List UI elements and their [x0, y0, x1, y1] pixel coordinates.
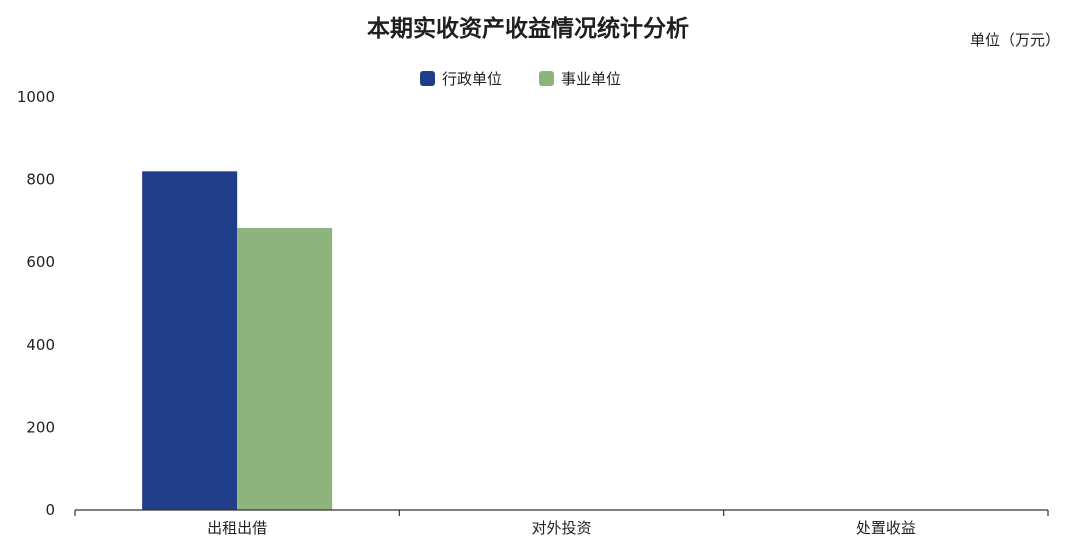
legend: 行政单位 事业单位	[420, 70, 621, 88]
bar-administrative-0[interactable]	[142, 171, 238, 510]
y-tick-label: 800	[26, 171, 55, 189]
chart-title: 本期实收资产收益情况统计分析	[367, 15, 689, 42]
y-tick-label: 600	[26, 253, 55, 271]
bars	[142, 171, 333, 510]
legend-swatch-institution	[539, 71, 554, 86]
x-axis-ticks	[74, 510, 1049, 516]
y-tick-label: 400	[26, 336, 55, 354]
legend-label-administrative: 行政单位	[442, 70, 502, 88]
y-tick-label: 200	[26, 418, 55, 436]
unit-label: 单位（万元）	[970, 31, 1060, 49]
x-axis-labels: 出租出借 对外投资 处置收益	[207, 519, 916, 536]
legend-label-institution: 事业单位	[561, 70, 621, 88]
legend-item-administrative[interactable]: 行政单位	[420, 70, 502, 88]
y-tick-label: 1000	[17, 88, 55, 106]
legend-item-institution[interactable]: 事业单位	[539, 70, 621, 88]
x-category-label: 对外投资	[531, 519, 591, 536]
y-tick-label: 0	[45, 501, 55, 519]
legend-swatch-administrative	[420, 71, 435, 86]
bar-institution-0[interactable]	[237, 227, 333, 510]
x-category-label: 出租出借	[207, 519, 267, 536]
x-category-label: 处置收益	[856, 519, 916, 536]
y-axis-ticks: 0 200 400 600 800 1000	[17, 88, 55, 519]
